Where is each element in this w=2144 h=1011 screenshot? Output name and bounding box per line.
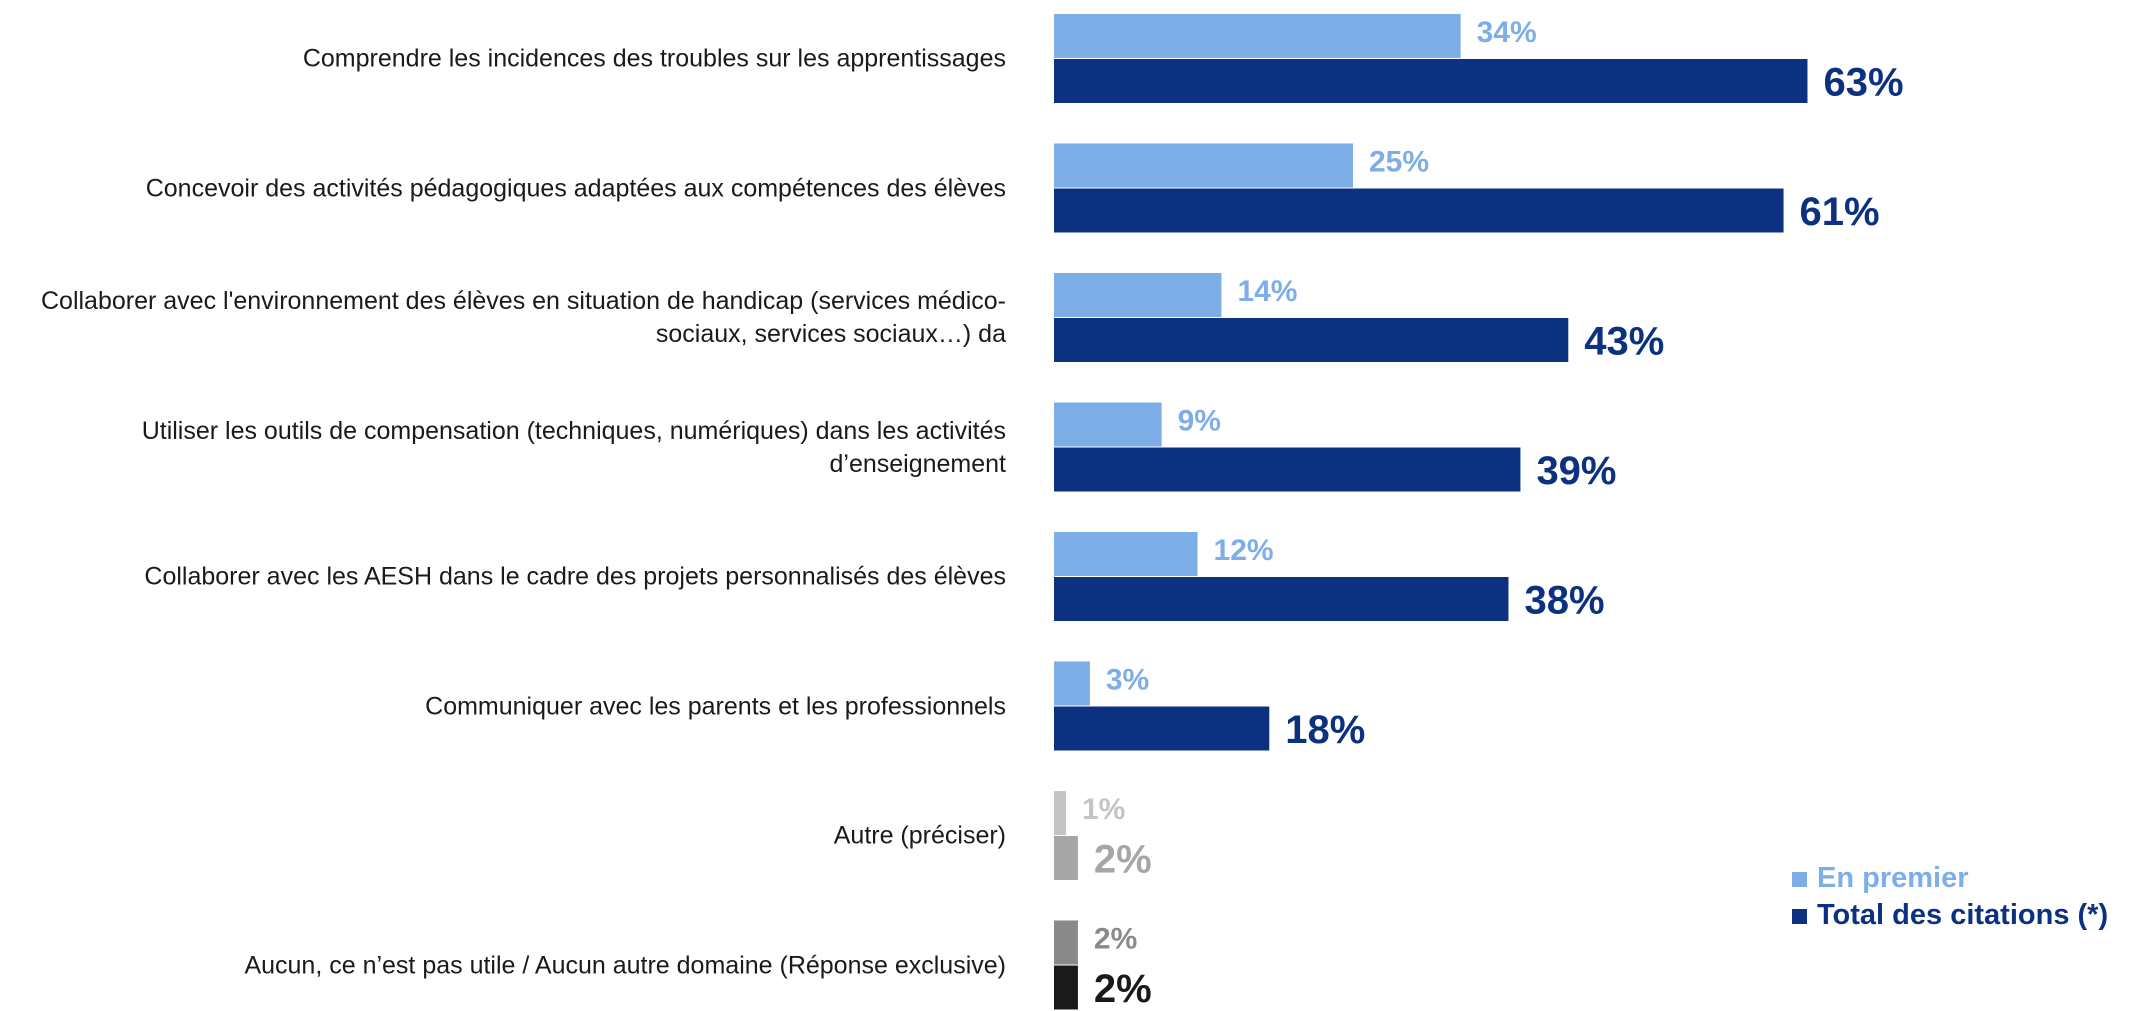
legend-entry: En premier <box>1792 862 1969 895</box>
value-label: 1% <box>1082 793 1125 826</box>
value-label: 2% <box>1094 838 1152 882</box>
bar <box>1054 447 1521 492</box>
category-label: Collaborer avec les AESH dans le cadre d… <box>144 562 1006 591</box>
bar <box>1054 661 1090 706</box>
value-label: 2% <box>1094 922 1137 955</box>
category-label: Concevoir des activités pédagogiques ada… <box>145 174 1006 202</box>
bar <box>1054 577 1509 621</box>
legend-label: Total des citations (*) <box>1817 899 2109 931</box>
bar <box>1054 836 1078 880</box>
bar <box>1054 706 1270 751</box>
value-label: 38% <box>1524 579 1604 623</box>
bar <box>1054 59 1808 103</box>
bar <box>1054 273 1222 317</box>
value-label: 34% <box>1477 16 1537 49</box>
category-label: Collaborer avec l'environnement des élèv… <box>40 287 1006 348</box>
legend-label: En premier <box>1817 862 1969 894</box>
category-label: Comprendre les incidences des troubles s… <box>302 44 1006 73</box>
legend-marker <box>1792 871 1807 887</box>
value-label: 3% <box>1106 663 1149 696</box>
value-label: 61% <box>1800 190 1880 234</box>
bar <box>1054 791 1066 835</box>
legend-marker <box>1792 908 1807 924</box>
value-label: 2% <box>1094 967 1152 1011</box>
value-label: 14% <box>1237 275 1297 308</box>
category-label: Communiquer avec les parents et les prof… <box>425 692 1006 720</box>
value-label: 43% <box>1584 320 1664 364</box>
bar <box>1054 402 1162 447</box>
value-label: 18% <box>1285 708 1365 752</box>
bar <box>1054 920 1078 965</box>
value-label: 25% <box>1369 145 1429 178</box>
bar <box>1054 532 1198 576</box>
legend-entry: Total des citations (*) <box>1792 899 2108 932</box>
bar <box>1054 965 1078 1010</box>
category-label: Utiliser les outils de compensation (tec… <box>141 416 1006 478</box>
bar <box>1054 14 1461 58</box>
category-label: Autre (préciser) <box>833 821 1006 850</box>
bar <box>1054 143 1353 188</box>
value-label: 12% <box>1214 534 1274 567</box>
category-label: Aucun, ce n’est pas utile / Aucun autre … <box>244 951 1006 979</box>
value-label: 9% <box>1178 404 1221 437</box>
bar <box>1054 188 1784 233</box>
bar <box>1054 318 1569 362</box>
value-label: 63% <box>1823 61 1903 105</box>
value-label: 39% <box>1536 449 1616 493</box>
